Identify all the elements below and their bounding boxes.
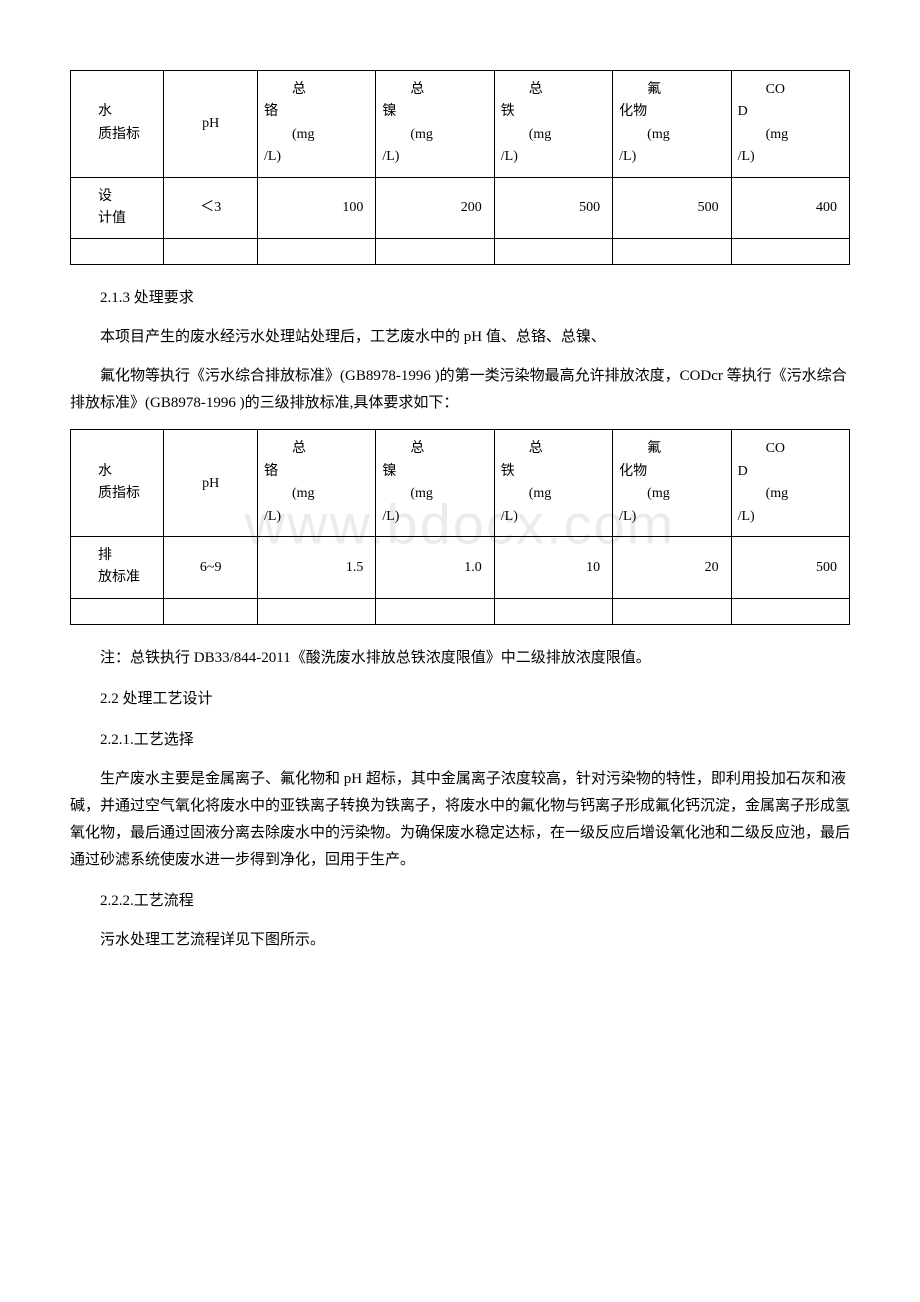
paragraph: 氟化物等执行《污水综合排放标准》(GB8978-1996 )的第一类污染物最高允… [70,363,850,417]
row-label: 设 计值 [71,177,164,239]
text: 设 [77,186,157,208]
text: (mg [382,483,487,505]
text: 质指标 [77,124,157,146]
text: (mg [738,483,843,505]
row-label: 排 放标准 [71,536,164,598]
text: 化物 [619,461,724,483]
text: 总 [382,79,487,101]
text: /L) [738,506,843,528]
cell-value: 1.0 [376,536,494,598]
header-col: 氟 化物 (mg /L) [613,71,731,178]
section-heading: 2.1.3 处理要求 [70,285,850,312]
text: (mg [619,124,724,146]
text: /L) [264,506,369,528]
header-col: 总 铬 (mg /L) [257,430,375,537]
text: /L) [501,146,606,168]
cell-value: 1.5 [257,536,375,598]
table-row: 设 计值 ＜3 100 200 500 500 400 [71,177,850,239]
text: (mg [264,124,369,146]
emission-standards-table: 水 质指标 pH 总 铬 (mg /L) 总 镍 [70,429,850,624]
cell-value: 10 [494,536,612,598]
text: 水 [77,461,157,483]
cell-ph: ＜3 [164,177,257,239]
text: (mg [738,124,843,146]
text: (mg [501,483,606,505]
text: /L) [382,506,487,528]
text: 质指标 [77,483,157,505]
header-col: CO D (mg /L) [731,71,849,178]
header-col: 氟 化物 (mg /L) [613,430,731,537]
header-col: 总 铬 (mg /L) [257,71,375,178]
paragraph: 污水处理工艺流程详见下图所示。 [70,927,850,954]
table-header-row: 水 质指标 pH 总 铬 (mg /L) 总 镍 (mg /L) 总 铁 [71,71,850,178]
section-heading: 2.2.1.工艺选择 [70,727,850,754]
cell-value: 500 [731,536,849,598]
design-values-table: 水 质指标 pH 总 铬 (mg /L) 总 镍 (mg /L) 总 铁 [70,70,850,265]
text: 化物 [619,101,724,123]
text: 总 [264,79,369,101]
text: 镍 [382,101,487,123]
paragraph: 生产废水主要是金属离子、氟化物和 pH 超标，其中金属离子浓度较高，针对污染物的… [70,766,850,874]
text: CO [738,79,843,101]
text: (mg [501,124,606,146]
text: 排 [77,545,157,567]
text: 铬 [264,101,369,123]
table-empty-row [71,239,850,265]
paragraph: 本项目产生的废水经污水处理站处理后，工艺废水中的 pH 值、总铬、总镍、 [70,324,850,351]
text: 总 [264,438,369,460]
text: 铁 [501,461,606,483]
cell-value: 500 [494,177,612,239]
section-heading: 2.2 处理工艺设计 [70,686,850,713]
header-ph: pH [164,430,257,537]
table-empty-row [71,598,850,624]
text: 铁 [501,101,606,123]
cell-value: 20 [613,536,731,598]
text: (mg [382,124,487,146]
header-col: 总 镍 (mg /L) [376,71,494,178]
text: /L) [501,506,606,528]
header-col: 总 铁 (mg /L) [494,71,612,178]
text: 放标准 [77,567,157,589]
header-col: CO D (mg /L) [731,430,849,537]
cell-value: 200 [376,177,494,239]
text: 铬 [264,461,369,483]
header-ph: pH [164,71,257,178]
text: /L) [382,146,487,168]
cell-value: 100 [257,177,375,239]
text: 计值 [77,208,157,230]
table-row: 排 放标准 6~9 1.5 1.0 10 20 500 [71,536,850,598]
cell-ph: 6~9 [164,536,257,598]
table-header-row: 水 质指标 pH 总 铬 (mg /L) 总 镍 [71,430,850,537]
text: 镍 [382,461,487,483]
text: 氟 [619,79,724,101]
text: 氟 [619,438,724,460]
text: /L) [264,146,369,168]
text: D [738,461,843,483]
text: CO [738,438,843,460]
text: (mg [264,483,369,505]
text: (mg [619,483,724,505]
text: D [738,101,843,123]
cell-value: 500 [613,177,731,239]
header-label: 水 质指标 [71,430,164,537]
text: /L) [619,146,724,168]
note-text: 注：总铁执行 DB33/844-2011《酸洗废水排放总铁浓度限值》中二级排放浓… [70,645,850,672]
text: 总 [382,438,487,460]
cell-value: 400 [731,177,849,239]
text: /L) [619,506,724,528]
text: /L) [738,146,843,168]
text: 总 [501,79,606,101]
text: 总 [501,438,606,460]
header-label: 水 质指标 [71,71,164,178]
header-col: 总 镍 (mg /L) [376,430,494,537]
header-col: 总 铁 (mg /L) [494,430,612,537]
section-heading: 2.2.2.工艺流程 [70,888,850,915]
text: 水 [77,101,157,123]
